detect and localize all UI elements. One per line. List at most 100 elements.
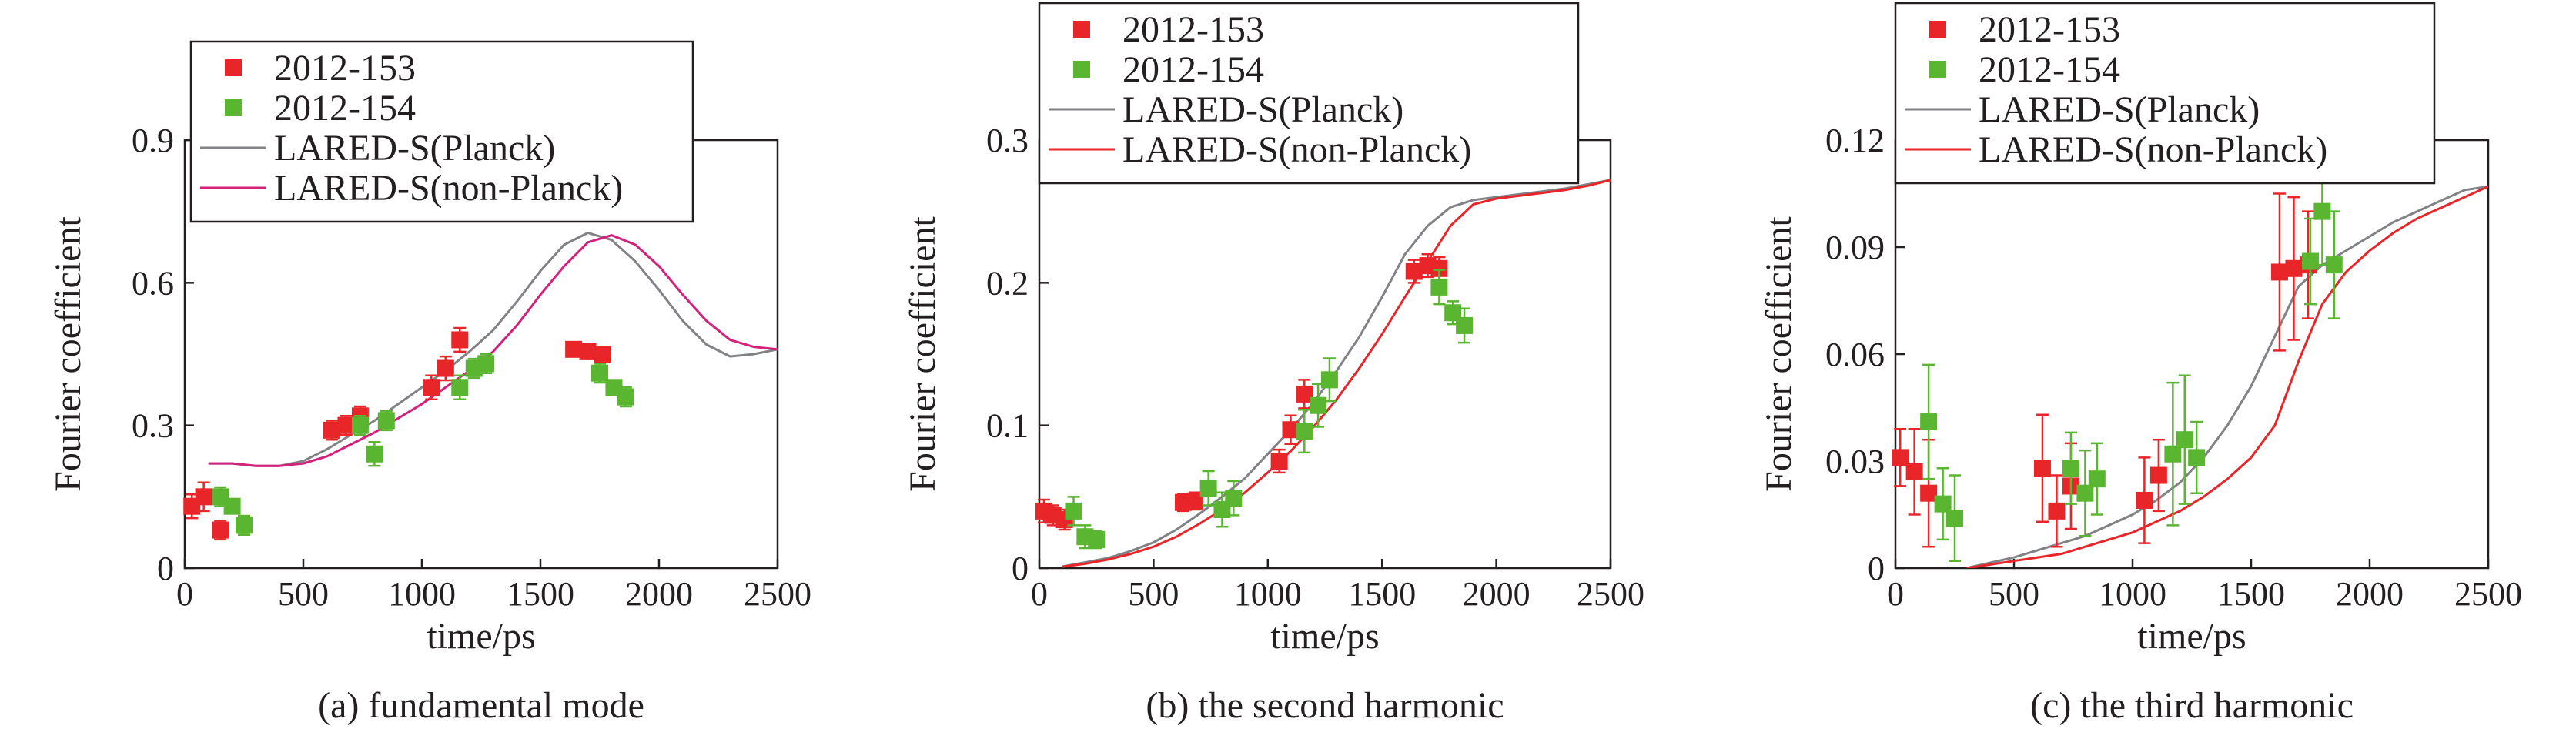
data-point-2012-153 — [1920, 484, 1938, 502]
y-axis-label: Fourier coefficient — [48, 216, 89, 492]
series-line-lared-s-planck- — [208, 231, 778, 467]
data-point-2012-153 — [323, 421, 340, 439]
data-point-2012-153 — [1905, 463, 1923, 480]
x-tick-label: 2500 — [2454, 575, 2522, 613]
legend-label: LARED-S(non-Planck) — [1979, 129, 2327, 170]
data-point-2012-153 — [1282, 421, 1300, 439]
series-line-lared-s-planck- — [1966, 185, 2488, 568]
data-point-2012-153 — [212, 521, 229, 539]
panel-caption: (b) the second harmonic — [1146, 685, 1504, 726]
data-point-2012-153 — [437, 359, 454, 377]
x-tick-label: 500 — [1989, 575, 2039, 613]
panel-caption: (c) the third harmonic — [2030, 685, 2354, 726]
legend-marker — [225, 99, 242, 116]
plot-frame — [1038, 139, 1612, 570]
data-point-2012-154 — [2325, 256, 2343, 274]
x-tick-label: 1000 — [1234, 575, 1302, 613]
data-point-2012-153 — [2270, 263, 2288, 281]
x-tick-label: 500 — [1128, 575, 1179, 613]
data-point-2012-154 — [617, 388, 634, 406]
y-tick-label: 0 — [1868, 550, 1885, 587]
data-point-2012-154 — [2302, 252, 2319, 270]
legend-label: LARED-S(non-Planck) — [1122, 129, 1471, 170]
legend-marker — [1073, 61, 1090, 78]
series-line-lared-s-non-planck- — [208, 234, 778, 467]
legend-marker — [1929, 21, 1946, 38]
y-tick-label: 0.9 — [132, 122, 174, 159]
data-point-2012-153 — [2033, 460, 2051, 477]
x-axis-label: time/ps — [2137, 616, 2246, 657]
y-tick-label: 0.09 — [1825, 229, 1885, 266]
legend-label: 2012-153 — [1979, 9, 2120, 50]
data-point-2012-154 — [2176, 431, 2193, 449]
x-tick-label: 500 — [278, 575, 329, 613]
x-tick-label: 1000 — [2099, 575, 2166, 613]
data-point-2012-154 — [1320, 371, 1338, 389]
x-tick-label: 2500 — [744, 575, 811, 613]
x-tick-label: 2000 — [625, 575, 693, 613]
series-line-lared-s-non-planck- — [1062, 179, 1611, 568]
data-point-2012-153 — [2136, 491, 2153, 509]
data-point-2012-154 — [2313, 202, 2331, 220]
data-point-2012-154 — [366, 445, 383, 463]
legend-label: 2012-154 — [274, 88, 416, 129]
y-tick-label: 0.12 — [1825, 122, 1885, 159]
x-tick-label: 1500 — [2217, 575, 2285, 613]
x-axis-label: time/ps — [427, 616, 535, 657]
data-point-2012-153 — [1270, 453, 1288, 470]
x-tick-label: 0 — [176, 575, 193, 613]
data-point-2012-154 — [1088, 530, 1106, 548]
data-point-2012-153 — [1892, 449, 1909, 466]
data-point-2012-154 — [2164, 445, 2182, 463]
legend-marker — [225, 59, 242, 76]
data-point-2012-154 — [1065, 502, 1082, 520]
panel-caption: (a) fundamental mode — [318, 685, 644, 726]
data-point-2012-154 — [2076, 484, 2094, 502]
x-tick-label: 2000 — [1463, 575, 1531, 613]
panel-second-harmonic: 0 500 1000 1500 2000 2500 0 0.1 0.2 0.3 time/ps Fou… — [902, 2, 1644, 726]
x-tick-label: 1500 — [507, 575, 574, 613]
data-point-2012-154 — [451, 379, 469, 396]
data-point-2012-153 — [565, 340, 583, 358]
legend-label: 2012-154 — [1979, 49, 2120, 90]
data-point-2012-154 — [236, 517, 253, 534]
data-point-2012-154 — [2062, 460, 2079, 477]
y-tick-label: 0.3 — [986, 122, 1029, 159]
data-point-2012-154 — [1920, 413, 1938, 431]
x-tick-label: 2000 — [2336, 575, 2404, 613]
y-tick-label: 0 — [1012, 550, 1029, 587]
legend-label: LARED-S(non-Planck) — [274, 168, 623, 209]
data-point-2012-153 — [1405, 263, 1423, 280]
data-point-2012-154 — [2188, 449, 2206, 466]
legend-label: 2012-153 — [274, 48, 416, 89]
data-point-2012-153 — [1430, 259, 1448, 277]
x-axis-label: time/ps — [1270, 616, 1379, 657]
series-line-lared-s-planck- — [1062, 179, 1611, 568]
data-point-2012-154 — [1456, 316, 1474, 334]
legend-label: LARED-S(Planck) — [1122, 89, 1403, 130]
data-point-2012-154 — [377, 412, 395, 430]
data-point-2012-153 — [195, 488, 212, 506]
data-point-2012-153 — [2149, 466, 2167, 484]
legend-label: 2012-153 — [1122, 9, 1264, 50]
legend-label: 2012-154 — [1122, 49, 1264, 90]
legend-box — [1894, 2, 2436, 185]
x-tick-label: 0 — [1031, 575, 1048, 613]
legend-box — [189, 40, 694, 223]
data-point-2012-153 — [423, 379, 440, 396]
y-tick-label: 0.2 — [986, 264, 1029, 302]
legend-box — [1038, 2, 1580, 185]
data-point-2012-154 — [1444, 304, 1462, 322]
y-axis-label: Fourier coefficient — [1758, 216, 1799, 492]
data-point-2012-154 — [1296, 423, 1313, 440]
data-point-2012-153 — [2285, 259, 2303, 277]
data-point-2012-153 — [1186, 492, 1203, 510]
series-line-lared-s-non-planck- — [1966, 185, 2488, 568]
data-point-2012-154 — [1225, 490, 1243, 507]
panel-fundamental-mode: 0 500 1000 1500 2000 2500 0 0.3 0.6 0.9 time/ps Fou… — [48, 40, 811, 726]
data-point-2012-154 — [1199, 480, 1217, 497]
data-point-2012-154 — [1946, 510, 1963, 527]
x-tick-label: 1500 — [1348, 575, 1416, 613]
y-tick-label: 0 — [157, 550, 174, 587]
